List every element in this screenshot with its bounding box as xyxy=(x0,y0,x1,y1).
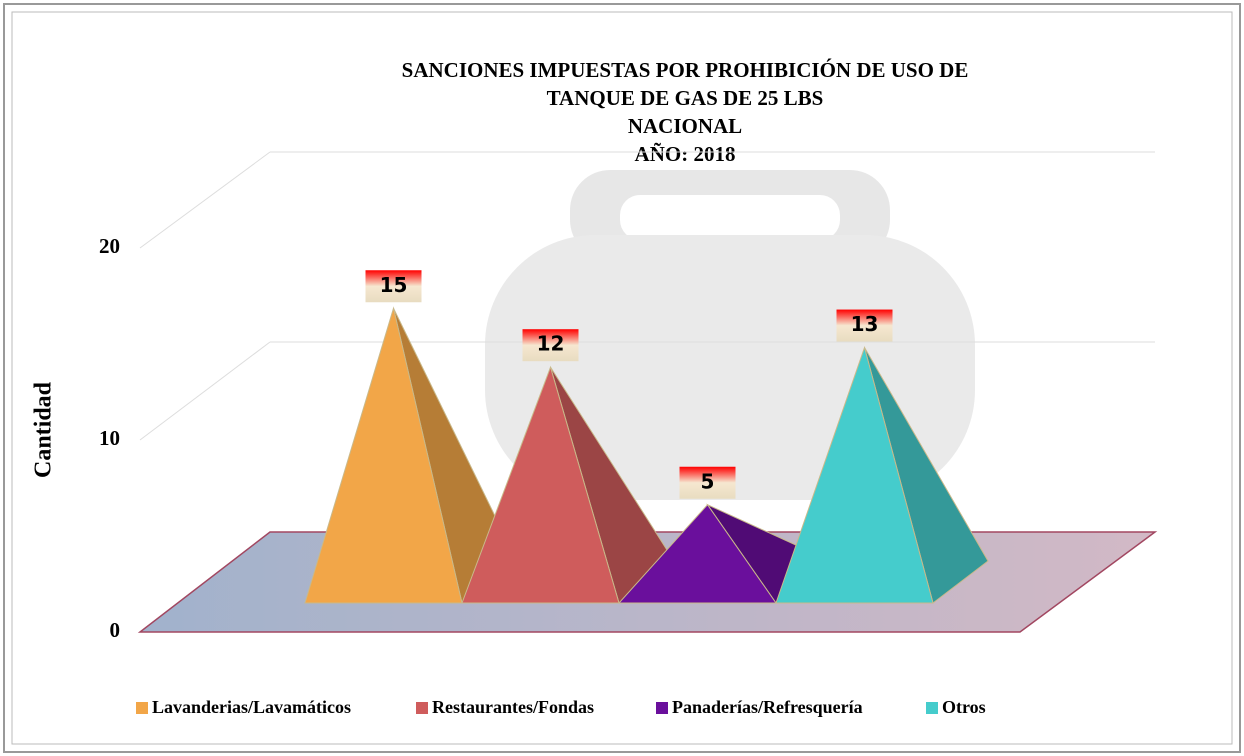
legend-swatch xyxy=(926,702,938,714)
legend-label: Panaderías/Refresquería xyxy=(672,697,863,717)
chart-title: SANCIONES IMPUESTAS POR PROHIBICIÓN DE U… xyxy=(402,58,969,82)
legend-swatch xyxy=(136,702,148,714)
chart-title: TANQUE DE GAS DE 25 LBS xyxy=(547,86,824,110)
y-tick-label: 20 xyxy=(99,234,120,258)
legend-swatch xyxy=(656,702,668,714)
y-axis-label: Cantidad xyxy=(31,381,57,478)
chart-title: NACIONAL xyxy=(628,114,742,138)
data-label: 13 xyxy=(851,312,879,336)
y-tick-label: 10 xyxy=(99,426,120,450)
data-label: 15 xyxy=(380,273,408,297)
legend-label: Lavanderias/Lavamáticos xyxy=(152,697,351,717)
chart: SANCIONES IMPUESTAS POR PROHIBICIÓN DE U… xyxy=(0,0,1244,756)
data-label: 12 xyxy=(537,332,565,356)
legend-label: Restaurantes/Fondas xyxy=(432,697,594,717)
legend-label: Otros xyxy=(942,697,986,717)
y-tick-label: 0 xyxy=(110,618,121,642)
chart-title: AÑO: 2018 xyxy=(635,142,736,166)
legend-swatch xyxy=(416,702,428,714)
data-label: 5 xyxy=(701,469,715,493)
